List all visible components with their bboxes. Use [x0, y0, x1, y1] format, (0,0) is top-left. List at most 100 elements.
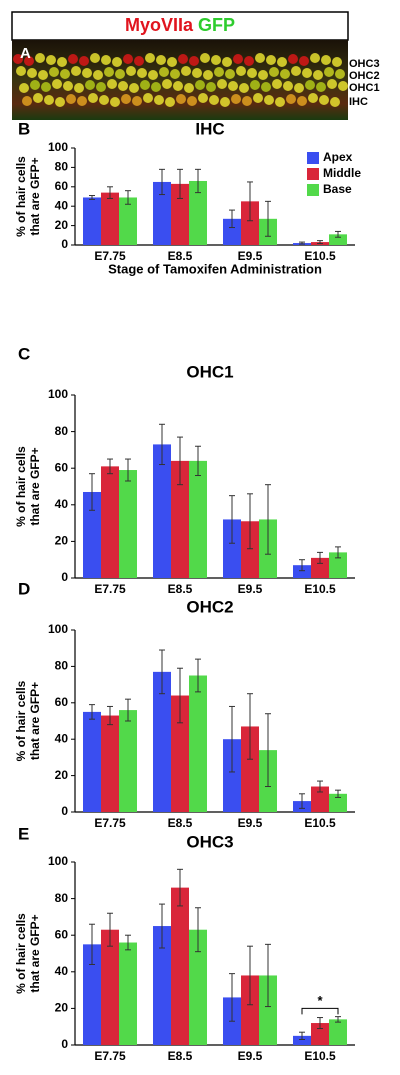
cell — [316, 82, 326, 92]
bar — [153, 671, 171, 812]
cell — [195, 80, 205, 90]
y-tick-label: 60 — [55, 695, 69, 709]
cell — [313, 70, 323, 80]
cell — [264, 95, 274, 105]
bar — [311, 786, 329, 812]
cell — [110, 97, 120, 107]
cell — [88, 93, 98, 103]
legend-label: Apex — [323, 150, 353, 164]
cell — [319, 95, 329, 105]
bar — [329, 552, 347, 578]
cell — [211, 55, 221, 65]
cell — [129, 83, 139, 93]
legend-swatch — [307, 168, 319, 180]
bar — [83, 491, 101, 578]
cell — [71, 66, 81, 76]
y-tick-label: 0 — [61, 237, 68, 251]
cell — [38, 70, 48, 80]
cell — [187, 96, 197, 106]
bar — [119, 470, 137, 578]
row-label: OHC1 — [349, 82, 380, 94]
cell — [200, 53, 210, 63]
cell — [283, 81, 293, 91]
legend-swatch — [307, 184, 319, 196]
cell — [217, 79, 227, 89]
bar — [223, 218, 241, 245]
cell — [159, 67, 169, 77]
cell — [27, 68, 37, 78]
y-tick-label: 80 — [55, 659, 69, 673]
cell — [115, 69, 125, 79]
x-tick-label: E10.5 — [304, 249, 336, 263]
cell — [55, 97, 65, 107]
bar — [223, 519, 241, 578]
header-box — [11, 11, 349, 41]
cell — [68, 54, 78, 64]
bar — [83, 711, 101, 812]
cell — [291, 66, 301, 76]
cell — [79, 56, 89, 66]
cell — [297, 96, 307, 106]
y-tick-label: 0 — [61, 804, 68, 818]
cell — [60, 69, 70, 79]
cell — [220, 97, 230, 107]
cell — [225, 69, 235, 79]
bar — [83, 197, 101, 245]
cell — [46, 55, 56, 65]
bar — [153, 926, 171, 1045]
row-label: OHC3 — [349, 58, 380, 70]
cell — [272, 79, 282, 89]
cell — [255, 53, 265, 63]
header-title: MyoVIIa GFP — [125, 15, 235, 35]
cell — [96, 82, 106, 92]
bar — [171, 887, 189, 1045]
y-tick-label: 20 — [55, 768, 69, 782]
cell — [104, 67, 114, 77]
cell — [288, 54, 298, 64]
legend-label: Middle — [323, 166, 361, 180]
cell — [250, 80, 260, 90]
cell — [338, 81, 348, 91]
cell — [253, 93, 263, 103]
x-tick-label: E7.75 — [94, 1049, 126, 1063]
bar — [101, 192, 119, 245]
y-tick-label: 20 — [55, 218, 69, 232]
y-tick-label: 40 — [55, 731, 69, 745]
y-tick-label: 100 — [48, 140, 68, 154]
cell — [90, 53, 100, 63]
cell — [170, 69, 180, 79]
x-tick-label: E9.5 — [238, 816, 263, 830]
cell — [44, 95, 54, 105]
cell — [239, 83, 249, 93]
cell — [165, 97, 175, 107]
cell — [13, 54, 23, 64]
cell — [302, 68, 312, 78]
bar — [223, 739, 241, 812]
x-tick-label: E8.5 — [168, 816, 193, 830]
cell — [261, 82, 271, 92]
header-green: GFP — [198, 15, 235, 35]
micrograph — [12, 40, 348, 120]
bar — [241, 201, 259, 245]
cell — [137, 68, 147, 78]
cell — [258, 70, 268, 80]
x-tick-label: E8.5 — [168, 249, 193, 263]
bar — [189, 675, 207, 812]
bar — [329, 1019, 347, 1045]
cell — [33, 93, 43, 103]
cell — [305, 80, 315, 90]
cell — [181, 66, 191, 76]
y-tick-label: 100 — [48, 387, 68, 401]
cell — [66, 94, 76, 104]
cell — [236, 66, 246, 76]
cell — [16, 66, 26, 76]
y-axis-label: % of hair cells — [14, 156, 28, 237]
bar — [153, 444, 171, 578]
cell — [335, 69, 345, 79]
cell — [156, 55, 166, 65]
cell — [321, 55, 331, 65]
cell — [132, 96, 142, 106]
cell — [324, 67, 334, 77]
cell — [140, 80, 150, 90]
